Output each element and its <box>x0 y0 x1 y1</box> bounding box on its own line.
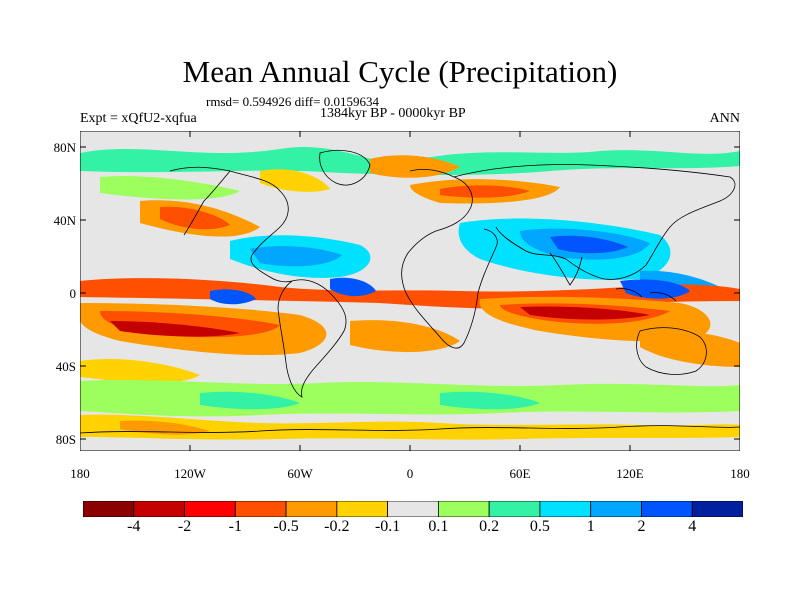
colorbar-swatch <box>691 501 743 517</box>
colorbar-swatch <box>641 501 693 517</box>
colorbar-label: 4 <box>688 518 697 535</box>
colorbar-swatch <box>184 501 236 517</box>
precipitation-map <box>80 131 740 451</box>
colorbar-label: 0.2 <box>479 518 500 535</box>
anomaly-fields <box>80 147 740 440</box>
colorbar-swatch <box>437 501 490 517</box>
colorbar-label: -0.1 <box>374 518 401 535</box>
lat-tick-label: 80S <box>55 432 76 447</box>
lon-tick-label: 0 <box>406 466 414 481</box>
colorbar-label: 0.5 <box>529 518 550 535</box>
lat-tick-label: 80N <box>53 140 76 155</box>
coastlines <box>80 149 740 434</box>
period-line: 1384kyr BP - 0000kyr BP <box>320 106 466 121</box>
colorbar-swatch <box>285 501 338 517</box>
colorbar-swatch <box>488 501 541 517</box>
lat-tick-label: 40S <box>55 359 76 374</box>
colorbar-label: -2 <box>177 518 192 535</box>
colorbar-label: -1 <box>228 518 242 535</box>
lat-tick-label: 0 <box>69 286 77 301</box>
lon-tick-label: 180 <box>70 466 90 481</box>
lon-tick-label: 60E <box>509 466 531 481</box>
experiment-label: Expt = xQfU2-xqfua <box>80 111 197 126</box>
colorbar-swatch <box>387 501 439 517</box>
colorbar-swatch <box>83 501 135 517</box>
colorbar-swatch <box>133 501 185 517</box>
stats-line: rmsd= 0.594926 diff= 0.0159634 <box>206 94 379 109</box>
lon-tick-label: 120W <box>174 466 206 481</box>
colorbar-label: -4 <box>127 518 141 535</box>
colorbar-label: 2 <box>637 518 646 535</box>
colorbar-swatch <box>590 501 642 517</box>
colorbar-swatch <box>336 501 389 517</box>
colorbar-label: -0.5 <box>273 518 299 535</box>
map-ticks <box>80 131 740 451</box>
season-label: ANN <box>709 111 740 126</box>
colorbar <box>83 501 743 517</box>
lat-tick-label: 40N <box>53 213 76 228</box>
colorbar-label: 1 <box>586 518 595 535</box>
colorbar-label: 0.1 <box>428 518 449 535</box>
lon-tick-label: 60W <box>287 466 313 481</box>
plot-title: Mean Annual Cycle (Precipitation) <box>182 54 618 89</box>
lon-tick-label: 180 <box>730 466 750 481</box>
colorbar-swatch <box>539 501 592 517</box>
colorbar-swatch <box>234 501 287 517</box>
lon-tick-label: 120E <box>616 466 644 481</box>
colorbar-label: -0.2 <box>324 518 350 535</box>
